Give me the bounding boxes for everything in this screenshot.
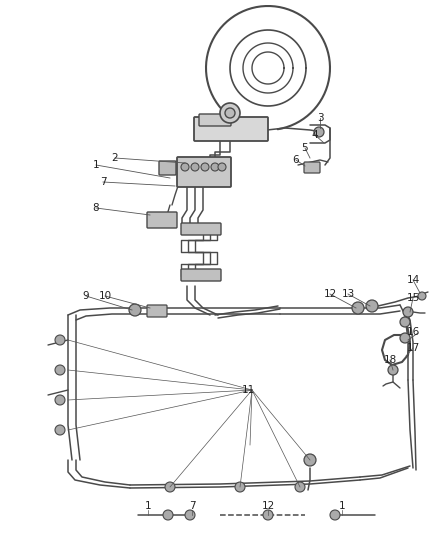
Text: 10: 10 (99, 291, 112, 301)
Circle shape (304, 454, 316, 466)
Circle shape (55, 425, 65, 435)
Text: 3: 3 (317, 113, 323, 123)
Circle shape (400, 317, 410, 327)
Circle shape (220, 103, 240, 123)
Text: 12: 12 (323, 289, 337, 299)
Text: 2: 2 (112, 153, 118, 163)
Circle shape (191, 163, 199, 171)
FancyBboxPatch shape (304, 162, 320, 173)
Circle shape (388, 365, 398, 375)
Circle shape (400, 333, 410, 343)
Text: 11: 11 (241, 385, 254, 395)
FancyBboxPatch shape (199, 114, 231, 126)
Circle shape (314, 127, 324, 137)
FancyBboxPatch shape (181, 223, 221, 235)
Text: 4: 4 (312, 130, 318, 140)
Circle shape (235, 482, 245, 492)
Circle shape (185, 510, 195, 520)
Text: 15: 15 (406, 293, 420, 303)
Circle shape (263, 510, 273, 520)
Circle shape (165, 482, 175, 492)
Circle shape (418, 292, 426, 300)
Text: 1: 1 (339, 501, 345, 511)
Circle shape (129, 304, 141, 316)
Text: 8: 8 (93, 203, 99, 213)
Circle shape (211, 163, 219, 171)
Text: 13: 13 (341, 289, 355, 299)
Text: 12: 12 (261, 501, 275, 511)
Text: 16: 16 (406, 327, 420, 337)
Circle shape (163, 510, 173, 520)
Circle shape (295, 482, 305, 492)
Text: 14: 14 (406, 275, 420, 285)
Text: 7: 7 (100, 177, 106, 187)
Circle shape (55, 365, 65, 375)
Text: 6: 6 (293, 155, 299, 165)
Circle shape (181, 163, 189, 171)
Circle shape (225, 108, 235, 118)
Text: 17: 17 (406, 343, 420, 353)
Text: 1: 1 (145, 501, 151, 511)
Circle shape (366, 300, 378, 312)
FancyBboxPatch shape (177, 157, 231, 187)
Circle shape (330, 510, 340, 520)
FancyBboxPatch shape (159, 161, 176, 175)
Circle shape (403, 307, 413, 317)
FancyBboxPatch shape (147, 212, 177, 228)
Circle shape (55, 395, 65, 405)
Circle shape (218, 163, 226, 171)
Text: 9: 9 (83, 291, 89, 301)
Circle shape (352, 302, 364, 314)
Text: 18: 18 (383, 355, 397, 365)
Text: 5: 5 (302, 143, 308, 153)
FancyBboxPatch shape (147, 305, 167, 317)
Text: 1: 1 (93, 160, 99, 170)
FancyBboxPatch shape (194, 117, 268, 141)
Circle shape (201, 163, 209, 171)
Text: 7: 7 (189, 501, 195, 511)
FancyBboxPatch shape (181, 269, 221, 281)
Circle shape (55, 335, 65, 345)
